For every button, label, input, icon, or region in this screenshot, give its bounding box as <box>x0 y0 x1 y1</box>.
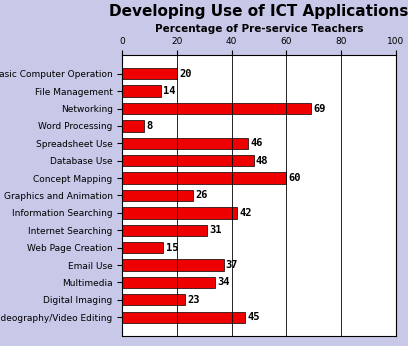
Bar <box>122 155 254 166</box>
Bar <box>122 277 215 288</box>
Bar <box>122 85 161 97</box>
Text: 8: 8 <box>146 121 153 131</box>
Text: 46: 46 <box>251 138 263 148</box>
Bar <box>122 207 237 219</box>
Text: 60: 60 <box>288 173 301 183</box>
Text: 48: 48 <box>256 156 268 166</box>
Text: 23: 23 <box>187 295 200 305</box>
Text: 69: 69 <box>313 103 326 113</box>
Text: 45: 45 <box>248 312 260 322</box>
Text: 31: 31 <box>209 225 222 235</box>
Bar <box>122 225 207 236</box>
Text: 15: 15 <box>166 243 178 253</box>
Bar <box>122 242 163 253</box>
Text: 14: 14 <box>163 86 175 96</box>
Text: 20: 20 <box>179 69 192 79</box>
X-axis label: Percentage of Pre-service Teachers: Percentage of Pre-service Teachers <box>155 25 364 35</box>
Bar <box>122 68 177 79</box>
Bar <box>122 312 245 323</box>
Title: Developing Use of ICT Applications: Developing Use of ICT Applications <box>109 4 408 19</box>
Text: 26: 26 <box>196 191 208 200</box>
Bar <box>122 172 286 184</box>
Bar <box>122 260 224 271</box>
Bar <box>122 120 144 131</box>
Bar <box>122 138 248 149</box>
Bar <box>122 294 185 306</box>
Bar <box>122 103 311 114</box>
Text: 42: 42 <box>239 208 252 218</box>
Text: 37: 37 <box>226 260 238 270</box>
Bar <box>122 190 193 201</box>
Text: 34: 34 <box>217 277 230 288</box>
